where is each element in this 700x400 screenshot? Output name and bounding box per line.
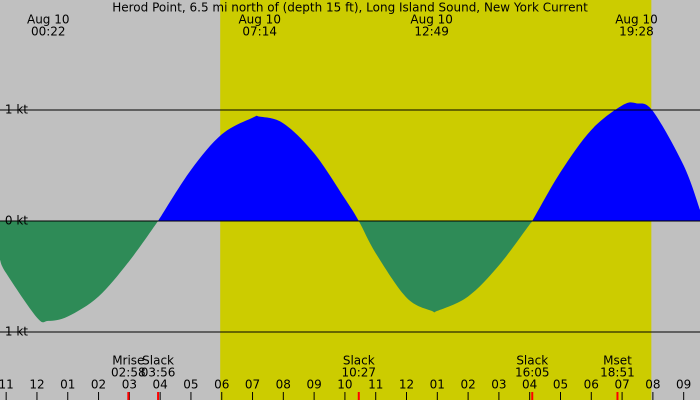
x-tick-label: 05	[553, 378, 568, 392]
extreme-date: Aug 10	[615, 13, 658, 27]
event-time: 02:58	[111, 366, 146, 380]
x-tick-label: 02	[91, 378, 106, 392]
event-time: 03:56	[141, 366, 176, 380]
x-tick-label: 07	[614, 378, 629, 392]
event-label: Slack	[142, 354, 174, 368]
x-tick-label: 12	[399, 378, 414, 392]
extreme-date: Aug 10	[238, 13, 281, 27]
event-label: Mrise	[112, 354, 144, 368]
x-tick-label: 03	[122, 378, 137, 392]
x-tick-label: 02	[460, 378, 475, 392]
x-tick-label: 06	[214, 378, 229, 392]
x-tick-label: 08	[276, 378, 291, 392]
x-tick-label: 06	[584, 378, 599, 392]
y-tick-label: 1 kt	[5, 103, 28, 117]
x-tick-label: 03	[491, 378, 506, 392]
flood-area	[0, 102, 700, 221]
extreme-time: 00:22	[31, 25, 66, 39]
event-label: Mset	[603, 354, 632, 368]
event-label: Slack	[516, 354, 548, 368]
x-tick-label: 08	[645, 378, 660, 392]
extreme-date: Aug 10	[27, 13, 70, 27]
y-tick-label: 0 kt	[5, 214, 28, 228]
x-tick-label: 04	[153, 378, 168, 392]
event-time: 16:05	[515, 366, 550, 380]
extreme-time: 12:49	[414, 25, 449, 39]
chart-title: Herod Point, 6.5 mi north of (depth 15 f…	[112, 1, 588, 15]
ebb-area	[0, 221, 700, 323]
x-tick-label: 11	[368, 378, 383, 392]
x-tick-label: 12	[29, 378, 44, 392]
event-time: 10:27	[341, 366, 376, 380]
x-tick-label: 04	[522, 378, 537, 392]
extreme-time: 19:28	[619, 25, 654, 39]
x-tick-label: 01	[60, 378, 75, 392]
extreme-time: 07:14	[242, 25, 277, 39]
x-tick-label: 10	[337, 378, 352, 392]
x-tick-label: 09	[306, 378, 321, 392]
extreme-date: Aug 10	[410, 13, 453, 27]
x-tick-label: 07	[245, 378, 260, 392]
y-tick-label: -1 kt	[1, 325, 29, 339]
x-tick-label: 11	[0, 378, 14, 392]
event-label: Slack	[343, 354, 375, 368]
event-time: 18:51	[600, 366, 635, 380]
x-tick-label: 01	[430, 378, 445, 392]
x-tick-label: 09	[676, 378, 691, 392]
x-tick-label: 05	[183, 378, 198, 392]
